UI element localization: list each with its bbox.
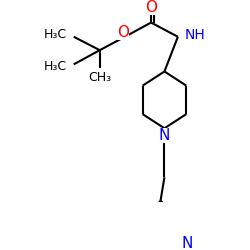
Text: CH₃: CH₃ — [88, 71, 111, 84]
Text: H₃C: H₃C — [44, 60, 67, 73]
Text: H₃C: H₃C — [44, 28, 67, 41]
Text: O: O — [118, 25, 130, 40]
Text: NH: NH — [184, 28, 205, 42]
Text: O: O — [145, 0, 157, 15]
Text: N: N — [159, 128, 170, 143]
Text: N: N — [181, 236, 192, 250]
